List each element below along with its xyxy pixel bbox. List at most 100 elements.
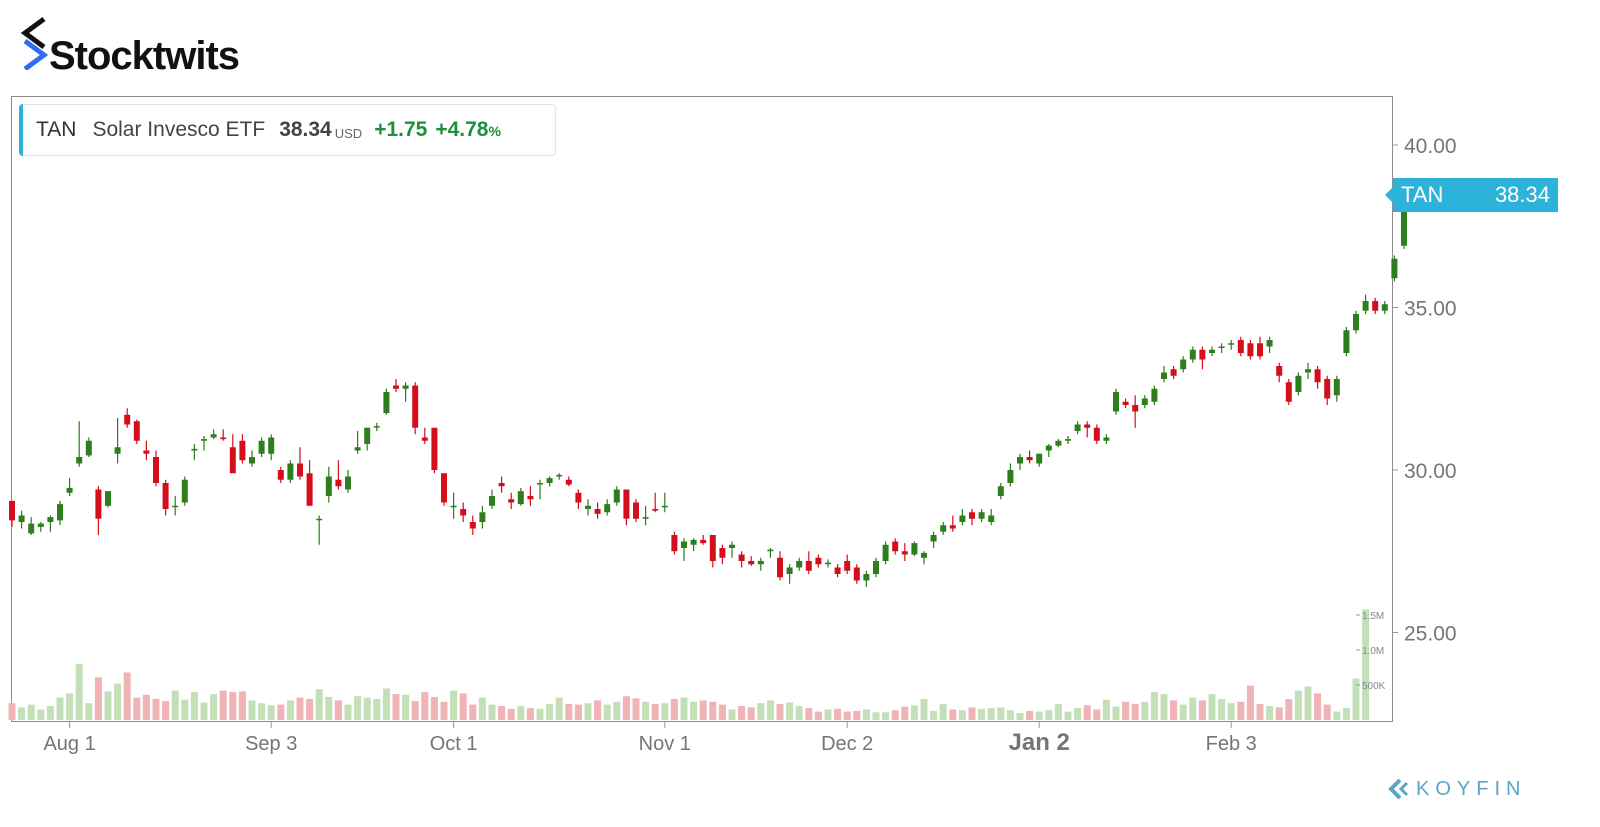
volume-bar [1006, 710, 1014, 720]
volume-bar [1323, 704, 1331, 720]
volume-bar [334, 700, 342, 720]
volume-bar [853, 710, 861, 720]
volume-bar [190, 692, 198, 720]
volume-bar [219, 690, 227, 720]
candle-body [1391, 258, 1398, 279]
y-tick-label: 35.00 [1404, 298, 1457, 321]
volume-bar [277, 704, 285, 720]
volume-bar [363, 697, 371, 720]
candle-body [95, 489, 102, 519]
candle-body [690, 539, 697, 545]
volume-bar [805, 708, 813, 720]
candle-body [210, 434, 217, 438]
volume-bar [1026, 710, 1034, 720]
volume-bar [1160, 694, 1168, 720]
volume-bar [1275, 707, 1283, 720]
candle-body [114, 447, 121, 454]
volume-bar [546, 703, 554, 720]
volume-bar [450, 690, 458, 720]
candle-body [1036, 453, 1043, 464]
volume-bar [891, 710, 899, 720]
stocktwits-logo-icon [20, 16, 48, 70]
candle-body [882, 544, 889, 561]
candle-body [613, 489, 620, 503]
volume-bar [1198, 700, 1206, 720]
volume-bar [85, 703, 93, 720]
volume-bar [622, 696, 630, 720]
volume-bar [459, 693, 467, 720]
candle-body [1257, 343, 1263, 357]
volume-bar [1362, 609, 1370, 720]
candle-body [412, 385, 419, 428]
volume-bar [123, 672, 131, 720]
volume-bar [440, 701, 448, 720]
candle-body [930, 535, 937, 542]
volume-bar [757, 703, 765, 720]
volume-bar [872, 712, 880, 720]
x-tick-label: Jan 2 [1009, 729, 1070, 756]
volume-bar [968, 707, 976, 720]
volume-bar [565, 703, 573, 720]
quote-change: +1.75 [374, 118, 428, 141]
y-tick-label: 30.00 [1404, 460, 1457, 483]
candle-body [978, 512, 985, 519]
volume-bar [978, 708, 986, 720]
candle-body [1381, 304, 1388, 311]
candle-body [37, 523, 44, 527]
candle-body [757, 561, 764, 565]
volume-bar [210, 694, 218, 720]
brand-name: Stocktwits [49, 34, 240, 78]
candle-body [508, 499, 515, 503]
volume-bar [1054, 703, 1062, 720]
candle-body [162, 483, 169, 509]
candle-body [1084, 424, 1091, 428]
volume-bar [1208, 694, 1216, 720]
candle-body [623, 489, 630, 519]
candle-body [604, 504, 611, 513]
candle-body [1103, 437, 1110, 441]
volume-bar [1256, 703, 1264, 720]
x-tick-label: Dec 2 [821, 733, 873, 755]
volume-tick-label: 500K [1362, 681, 1386, 692]
quote-pct-sign: % [488, 123, 501, 139]
price-tag-symbol: TAN [1401, 182, 1444, 207]
volume-bar [46, 706, 54, 720]
candle-body [834, 567, 841, 574]
volume-bar [987, 708, 995, 720]
candle-body [642, 517, 649, 519]
candle-body [364, 427, 371, 444]
x-tick-label: Oct 1 [430, 733, 478, 755]
candle-body [1161, 372, 1167, 379]
volume-bar [402, 694, 410, 720]
volume-bar [1093, 709, 1101, 720]
candle-body [1343, 330, 1350, 353]
volume-bar [718, 704, 726, 720]
candle-body [287, 463, 294, 480]
volume-bar [680, 697, 688, 720]
volume-bar [315, 689, 323, 720]
volume-bar [786, 702, 794, 720]
volume-bar [555, 697, 563, 720]
volume-bar [152, 699, 160, 720]
candle-body [373, 426, 380, 428]
volume-bar [8, 703, 16, 720]
volume-bar [574, 704, 582, 720]
candle-body [220, 437, 227, 440]
candle-body [1026, 457, 1033, 461]
candle-body [383, 392, 390, 414]
candle-body [1132, 405, 1139, 412]
candle-body [1122, 401, 1129, 405]
candle-body [786, 567, 793, 574]
volume-bar [421, 692, 429, 720]
quote-card: TAN Solar Invesco ETF 38.34 USD +1.75 +4… [19, 104, 556, 156]
candle-body [1362, 301, 1369, 311]
candle-body [1170, 369, 1177, 376]
volume-bar [536, 708, 544, 720]
candle-body [911, 543, 918, 555]
last-price-tag: TAN 38.34 [1385, 178, 1558, 212]
volume-bar [325, 696, 333, 720]
volume-bar [642, 701, 650, 720]
candle-body [124, 414, 131, 425]
volume-bar [728, 709, 736, 720]
